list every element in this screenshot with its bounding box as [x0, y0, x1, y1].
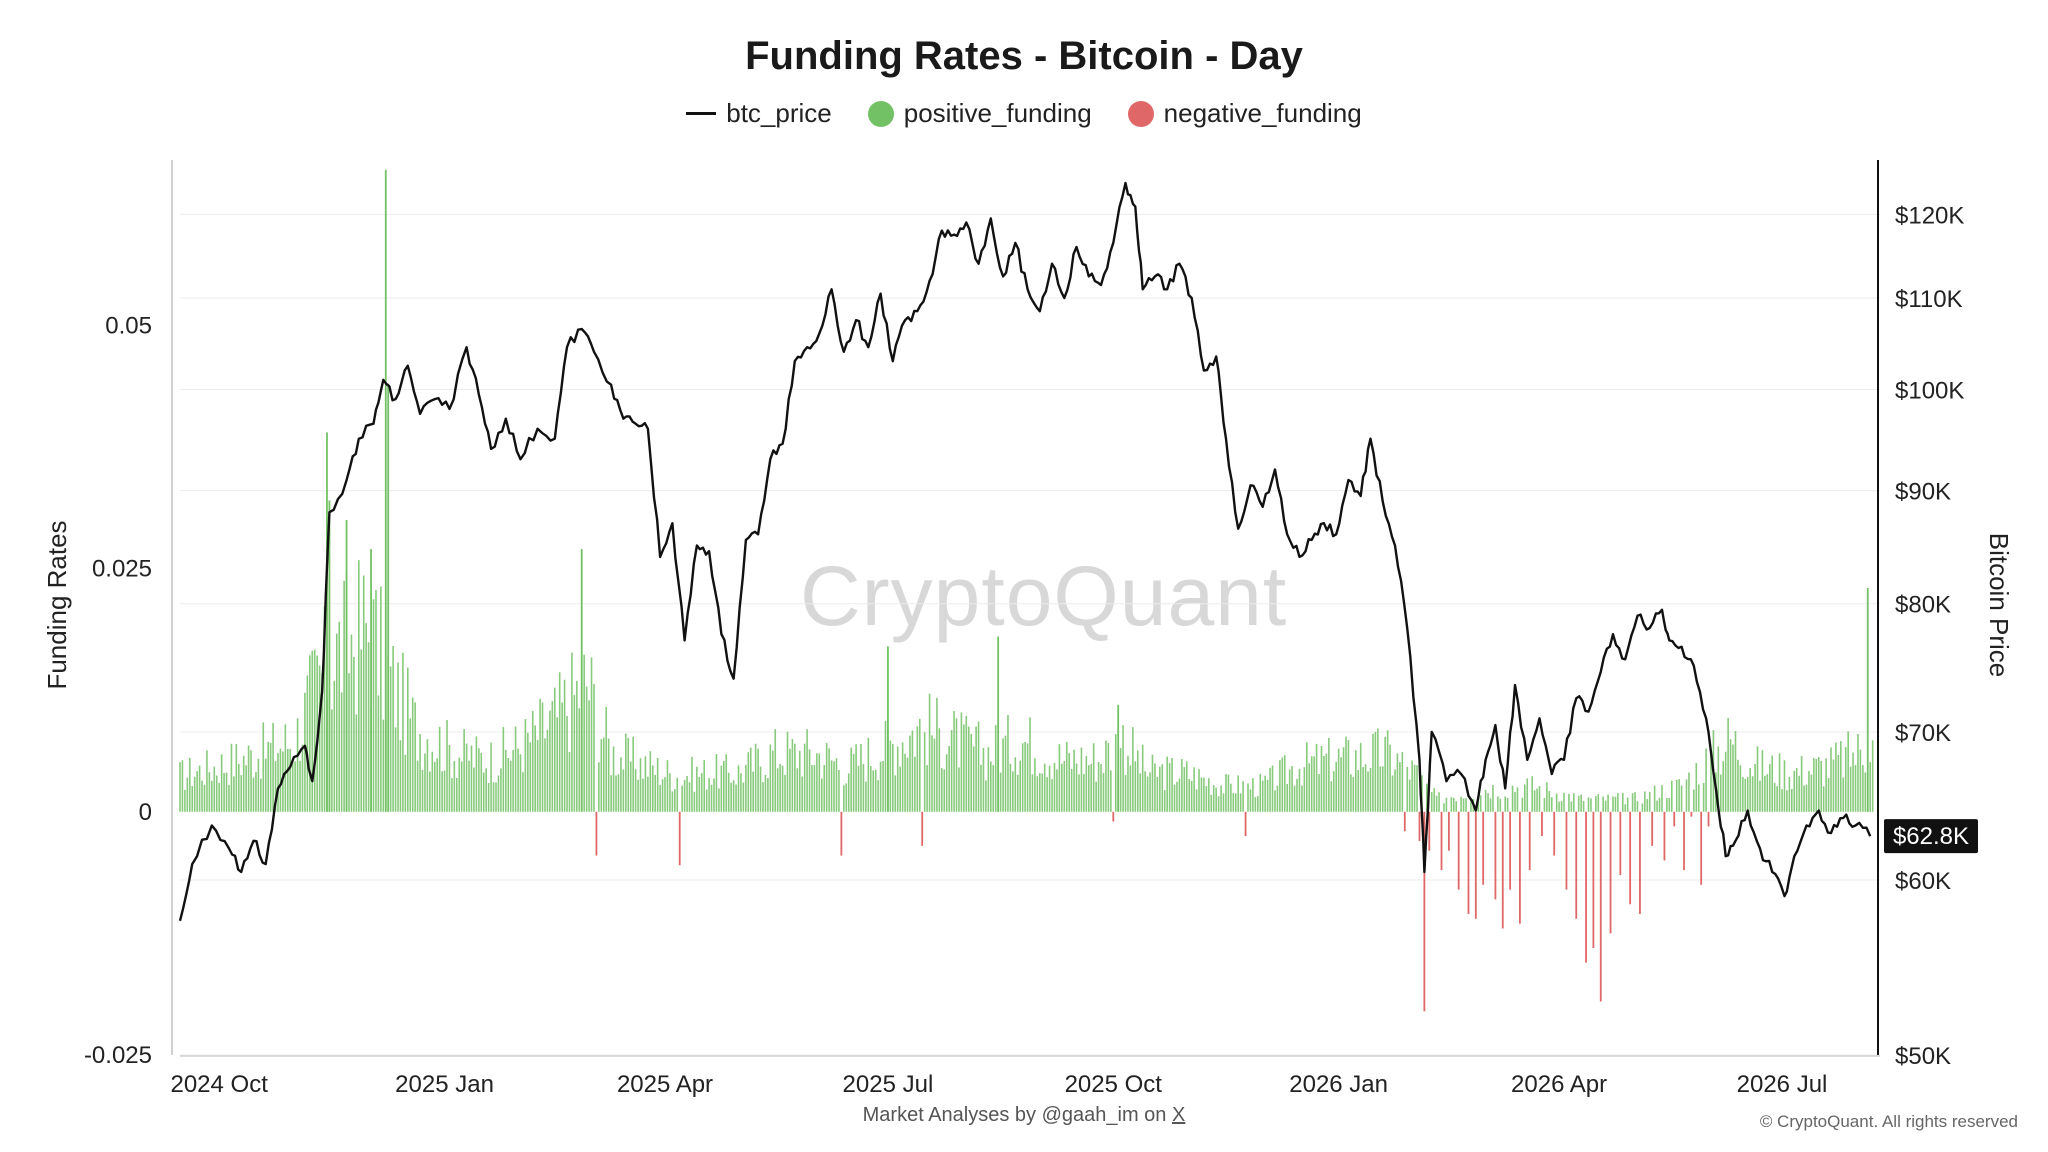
y-right-tick-label: $50K	[1895, 1043, 1951, 1070]
x-tick-label: 2025 Oct	[1065, 1071, 1163, 1098]
x-tick-label: 2024 Oct	[170, 1071, 268, 1098]
price-line-layer	[178, 181, 1872, 922]
y-right-axis-title: Bitcoin Price	[1984, 533, 2014, 678]
y-right-tick-label: $80K	[1895, 592, 1951, 619]
legend-item-positive-funding[interactable]: positive_funding	[867, 98, 1092, 129]
axes	[171, 160, 1880, 1057]
chart-title: Funding Rates - Bitcoin - Day	[745, 34, 1303, 78]
last-price-badge-bg	[1884, 819, 1978, 854]
y-left-tick-label: 0.025	[92, 556, 152, 583]
x-tick-label: 2026 Jan	[1289, 1071, 1388, 1098]
legend-item-btc-price[interactable]: btc_price	[686, 98, 832, 129]
x-tick-label: 2025 Jan	[395, 1071, 494, 1098]
x-tick-label: 2025 Jul	[843, 1071, 934, 1098]
y-left-axis-title: Funding Rates	[42, 520, 72, 689]
tick-labels: 0.05 0.025 0 -0.025 $120K $110K $100K $90K $80K $…	[42, 202, 2014, 1098]
legend-dot-green	[867, 100, 894, 127]
last-price-badge: $62.8K	[1884, 819, 1978, 854]
x-tick-label: 2025 Apr	[617, 1071, 713, 1098]
credit-line: Market Analyses by @gaah_im on X	[0, 1104, 2048, 1127]
btc-price-line	[178, 181, 1872, 922]
y-right-tick-label: $90K	[1895, 479, 1951, 506]
x-tick-label: 2026 Apr	[1511, 1071, 1607, 1098]
legend: btc_price positive_funding negative_fund…	[0, 98, 2048, 129]
grid-lines	[180, 213, 1880, 1056]
y-left-tick-label: -0.025	[84, 1042, 152, 1069]
legend-label-btc-price: btc_price	[726, 98, 832, 128]
legend-dot-red	[1127, 100, 1154, 127]
legend-label-negative-funding: negative_funding	[1163, 98, 1362, 128]
y-left-tick-label: 0	[139, 799, 152, 826]
credit-text: Market Analyses by @gaah_im on	[862, 1104, 1172, 1126]
last-price-label: $62.8K	[1893, 823, 1969, 850]
y-right-tick-label: $100K	[1895, 377, 1964, 404]
x-tick-label: 2026 Jul	[1737, 1071, 1828, 1098]
y-left-tick-label: 0.05	[105, 312, 152, 339]
watermark-logo: CryptoQuant	[800, 549, 1288, 643]
legend-item-negative-funding[interactable]: negative_funding	[1127, 98, 1362, 129]
x-link[interactable]: X	[1172, 1104, 1186, 1126]
y-right-tick-label: $60K	[1895, 868, 1951, 895]
legend-label-positive-funding: positive_funding	[903, 98, 1092, 128]
y-right-tick-label: $110K	[1895, 286, 1963, 313]
y-right-tick-label: $120K	[1895, 202, 1964, 229]
y-right-tick-label: $70K	[1895, 720, 1951, 747]
copyright-text: © CryptoQuant. All rights reserved	[1759, 1112, 2018, 1131]
funding-bars	[179, 169, 1874, 1012]
legend-line-swatch	[686, 112, 717, 115]
